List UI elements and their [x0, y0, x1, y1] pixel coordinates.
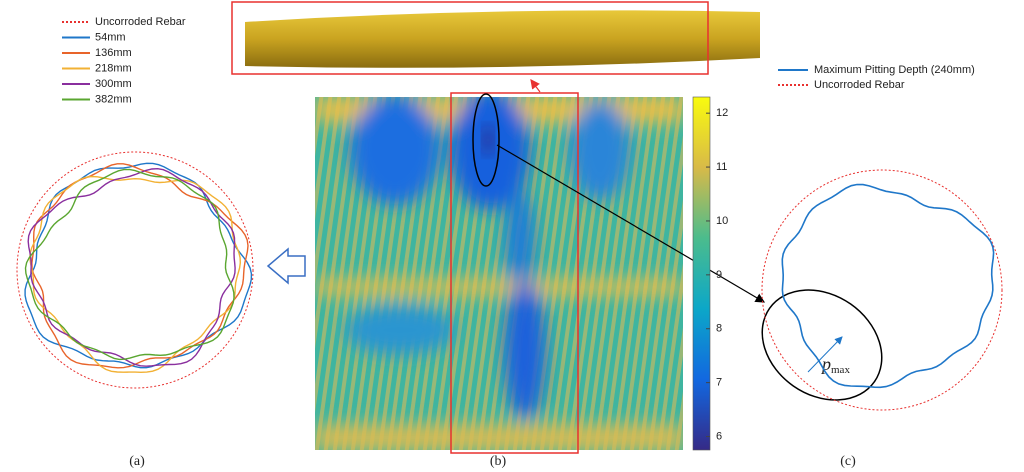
reference-circle — [16, 151, 254, 389]
colorbar-tick-label: 9 — [716, 269, 722, 281]
pmax-arrow — [807, 336, 843, 373]
rebar-image — [245, 10, 760, 68]
pmax-label: pmax — [820, 354, 850, 375]
panel-label: (c) — [840, 454, 856, 469]
legend-label: 136mm — [95, 47, 132, 59]
cross-section — [27, 167, 236, 367]
colorbar-tick-label: 7 — [716, 377, 722, 389]
pmax-ellipse — [761, 289, 883, 401]
rebar-highlight — [231, 1, 709, 75]
colorbar — [692, 96, 711, 451]
cross-section — [31, 163, 249, 369]
pmax-symbol: p — [820, 354, 831, 374]
colorbar-tick-label: 11 — [716, 161, 727, 173]
cross-section — [24, 162, 253, 369]
pitting-section — [781, 183, 995, 389]
colorbar-tick-label: 8 — [716, 323, 722, 335]
region-highlight — [450, 92, 579, 454]
reference-circle — [761, 169, 1003, 411]
pmax-subscript: max — [831, 364, 850, 376]
cross-section — [24, 168, 235, 361]
hollow-arrow — [266, 247, 306, 285]
legend-label: Maximum Pitting Depth (240mm) — [814, 64, 975, 76]
colorbar-tick-label: 6 — [716, 430, 722, 442]
arrow — [530, 79, 541, 93]
panel-label: (b) — [490, 454, 507, 469]
legend-label: 54mm — [95, 31, 126, 43]
legend-label: Uncorroded Rebar — [814, 79, 905, 91]
legend-label: Uncorroded Rebar — [95, 16, 186, 28]
colorbar-tick-label: 10 — [716, 215, 728, 227]
link-arrow — [496, 144, 766, 303]
legend-label: 300mm — [95, 78, 132, 90]
legend-label: 218mm — [95, 62, 132, 74]
legend-label: 382mm — [95, 93, 132, 105]
pit-ellipse — [472, 93, 500, 187]
panel-label: (a) — [129, 454, 145, 469]
colorbar-tick-label: 12 — [716, 107, 728, 119]
